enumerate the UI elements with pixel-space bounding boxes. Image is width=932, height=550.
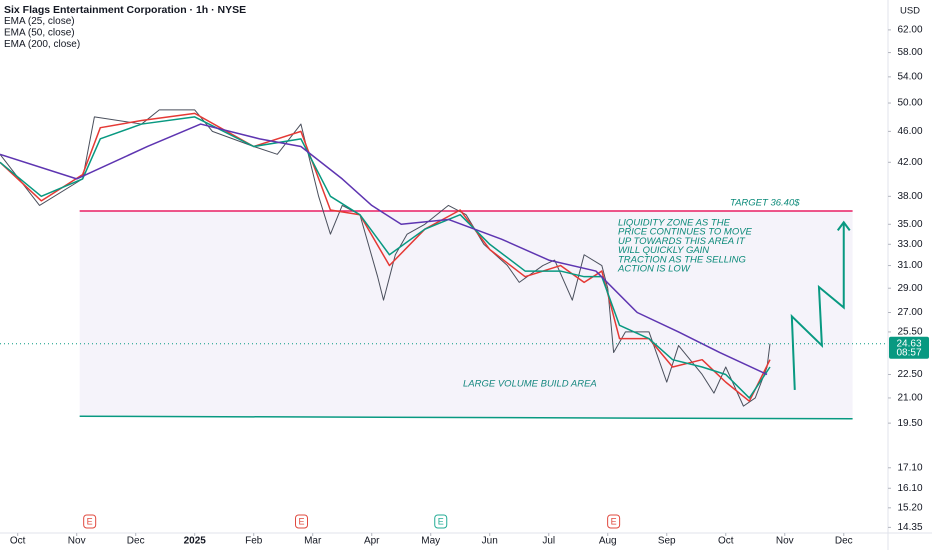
y-tick-label: 14.35 [897,522,922,533]
countdown-label: 08:57 [896,347,921,358]
x-tick-label: May [421,536,440,547]
x-tick-label: Sep [658,536,676,547]
y-tick-label: 62.00 [897,25,922,36]
arrow-head [836,220,851,231]
y-tick-label: 16.10 [897,483,922,494]
earnings-label: E [438,516,444,526]
y-tick-label: 17.10 [897,462,922,473]
y-tick-label: 29.00 [897,283,922,294]
x-tick-label: Feb [245,536,263,547]
y-tick-label: 42.00 [897,157,922,168]
y-tick-label: 25.50 [897,327,922,338]
y-tick-label: 27.00 [897,307,922,318]
y-tick-label: 22.50 [897,369,922,380]
liquidity-note: WILL QUICKLY GAIN [618,245,709,256]
liquidity-zone [79,210,853,419]
x-tick-label: Oct [10,536,26,547]
last-price-box [889,336,929,359]
y-tick-label: 58.00 [897,47,922,58]
earnings-marker [434,514,448,529]
earnings-marker [295,514,309,529]
earnings-label: E [611,516,617,526]
chart-title: Six Flags Entertainment Corporation · 1h… [4,4,246,16]
earnings-label: E [298,516,304,526]
y-tick-label: 46.00 [897,126,922,137]
x-tick-label: Aug [599,536,617,547]
x-tick-label: Dec [835,536,853,547]
x-tick-label: Mar [304,536,322,547]
y-tick-label: 21.00 [897,393,922,404]
support-line [79,415,853,420]
series-line [0,123,768,376]
liquidity-note: TRACTION AS THE SELLING [618,254,746,265]
liquidity-note: PRICE CONTINUES TO MOVE [618,227,753,238]
earnings-marker [607,514,621,529]
y-tick-label: 50.00 [897,98,922,109]
y-tick-label: 15.20 [897,502,922,513]
y-tick-label: 31.00 [897,260,922,271]
y-tick-label: 33.00 [897,239,922,250]
x-tick-label: Dec [127,536,145,547]
y-tick-label: 54.00 [897,72,922,83]
x-tick-label: Oct [718,536,734,547]
liquidity-note: ACTION IS LOW [617,264,691,275]
volume-note: LARGE VOLUME BUILD AREA [463,379,597,390]
y-tick-label: 35.00 [897,219,922,230]
series-line [0,116,771,399]
earnings-label: E [87,516,93,526]
projection-arrow [790,222,845,390]
y-tick-label: 19.50 [897,418,922,429]
y-tick-label: 38.00 [897,191,922,202]
x-tick-label: Jun [482,536,498,547]
series-line [0,112,771,402]
x-tick-label: 2025 [184,536,207,547]
last-price-label: 24.63 [896,338,921,349]
x-tick-label: Apr [364,536,380,547]
currency: USD [900,6,920,17]
liquidity-note: LIQUIDITY ZONE AS THE [618,218,731,229]
legend-entry: EMA (200, close) [4,39,80,50]
series-line [0,109,771,407]
x-tick-label: Nov [776,536,794,547]
x-tick-label: Jul [542,536,555,547]
x-tick-label: Nov [68,536,86,547]
earnings-marker [83,514,97,529]
liquidity-note: UP TOWARDS THIS AREA IT [618,236,746,247]
legend-entry: EMA (50, close) [4,28,75,39]
target-note: TARGET 36.40$ [730,198,800,209]
legend-entry: EMA (25, close) [4,16,75,27]
